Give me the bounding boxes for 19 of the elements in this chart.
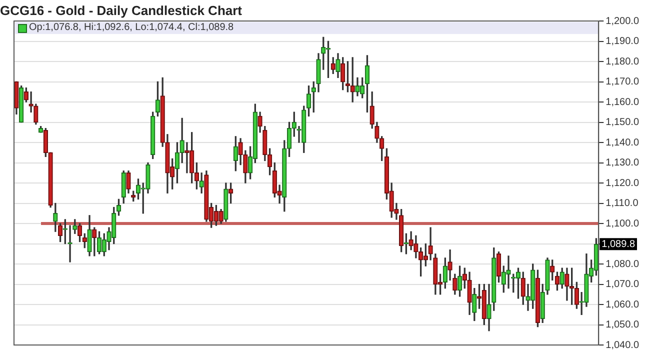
y-tick-label: 1,110.0 xyxy=(606,198,639,209)
y-tick-label: 1,180.0 xyxy=(606,56,640,68)
y-tick-label: 1,200.0 xyxy=(606,16,640,27)
y-tick-label: 1,060.0 xyxy=(606,299,640,310)
annotation: Op:1,076.8, Hi:1,092.6, Lo:1,074.4, Cl:1,089.8 xyxy=(29,22,234,34)
y-tick-label: 1,050.0 xyxy=(606,320,640,330)
chart-title: GCG16 - Gold - Daily Candlestick Chart xyxy=(0,3,242,18)
y-tick-label: 1,190.0 xyxy=(606,36,640,47)
y-tick-label: 1,100.0 xyxy=(606,218,640,230)
y-tick-label: 1,160.0 xyxy=(606,96,640,108)
y-tick-label: 1,040.0 xyxy=(606,340,640,351)
annotation: 1,089.8 xyxy=(602,238,636,250)
y-tick-label: 1,080.0 xyxy=(606,258,640,270)
y-tick-label: 1,170.0 xyxy=(606,76,640,88)
y-tick-label: 1,140.0 xyxy=(606,137,640,148)
y-tick-label: 1,120.0 xyxy=(606,178,640,189)
y-tick-label: 1,070.0 xyxy=(606,279,640,290)
y-tick-label: 1,130.0 xyxy=(606,158,640,168)
y-tick-label: 1,150.0 xyxy=(606,117,640,128)
